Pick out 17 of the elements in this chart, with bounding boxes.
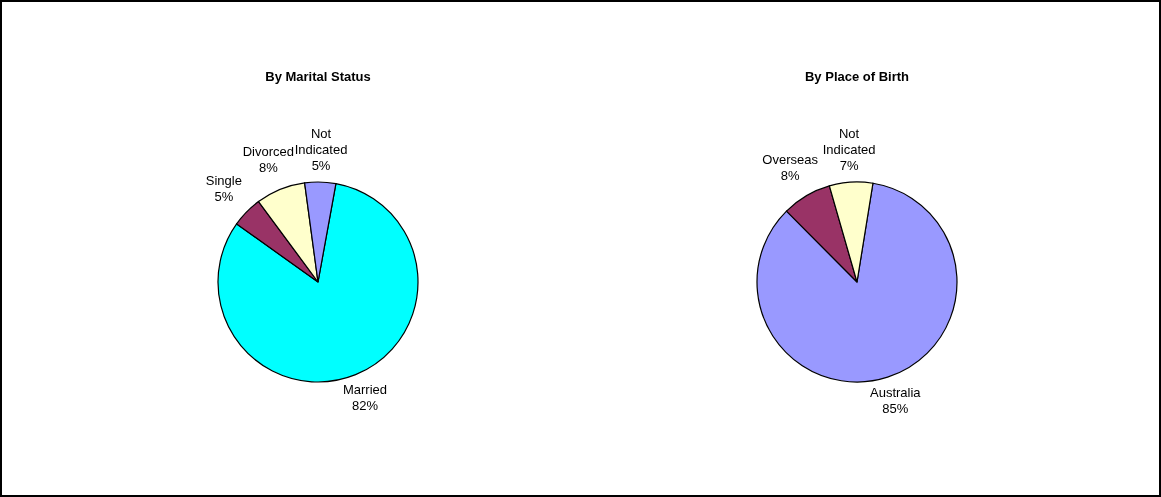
data-label: 8% xyxy=(780,168,800,184)
slice-label: Married xyxy=(342,381,388,397)
data-label: 82% xyxy=(351,397,379,413)
data-label: 8% xyxy=(258,159,279,175)
slice-label: Single xyxy=(205,173,242,189)
slice-label: Australia xyxy=(869,384,922,400)
data-label: 7% xyxy=(839,158,859,174)
slice-label: Not Indicated xyxy=(294,126,348,158)
slice-label: Overseas xyxy=(762,152,819,168)
chart-title: By Place of Birth xyxy=(804,69,910,84)
chart-title: By Marital Status xyxy=(265,69,371,84)
data-label: 5% xyxy=(214,189,234,205)
data-label: 5% xyxy=(311,158,331,174)
data-label: 85% xyxy=(882,400,909,416)
slice-label: Not Indicated xyxy=(822,126,876,158)
pie-slice xyxy=(756,182,958,383)
slice-label: Divorced xyxy=(242,143,295,159)
